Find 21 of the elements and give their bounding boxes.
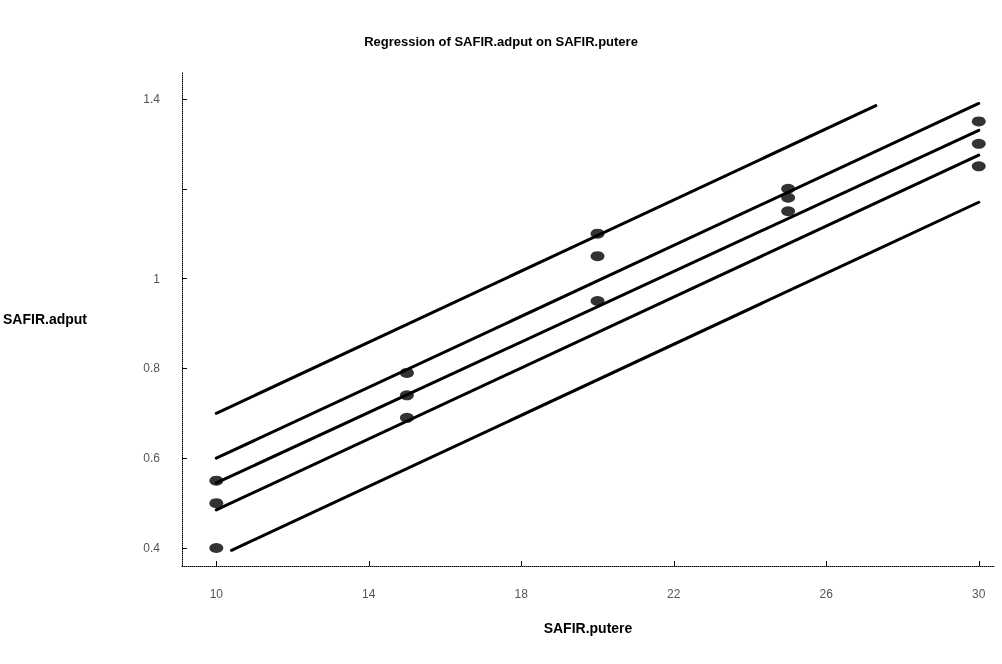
y-axis-title: SAFIR.adput xyxy=(2,311,88,327)
point xyxy=(971,138,986,149)
y-tick-label: 0.6 xyxy=(143,451,161,466)
chart-title: Regression of SAFIR.adput on SAFIR.putere xyxy=(364,34,638,49)
y-tick-label: 1.4 xyxy=(143,91,161,106)
y-tick-label: 0.4 xyxy=(143,541,161,556)
point xyxy=(209,543,224,554)
point xyxy=(209,498,224,509)
x-tick-label: 14 xyxy=(362,587,376,601)
point xyxy=(590,251,605,262)
point xyxy=(971,116,986,127)
y-tick-label: 1 xyxy=(153,271,161,286)
y-tick-label: 0.8 xyxy=(143,361,161,376)
x-tick-label: 18 xyxy=(514,587,529,601)
x-tick-label: 30 xyxy=(972,587,986,601)
point xyxy=(781,206,796,217)
x-tick-label: 10 xyxy=(209,587,224,601)
x-axis-title: SAFIR.putere xyxy=(543,620,633,636)
point xyxy=(971,161,986,172)
x-tick-label: 22 xyxy=(667,587,681,601)
x-tick-label: 26 xyxy=(819,587,834,601)
